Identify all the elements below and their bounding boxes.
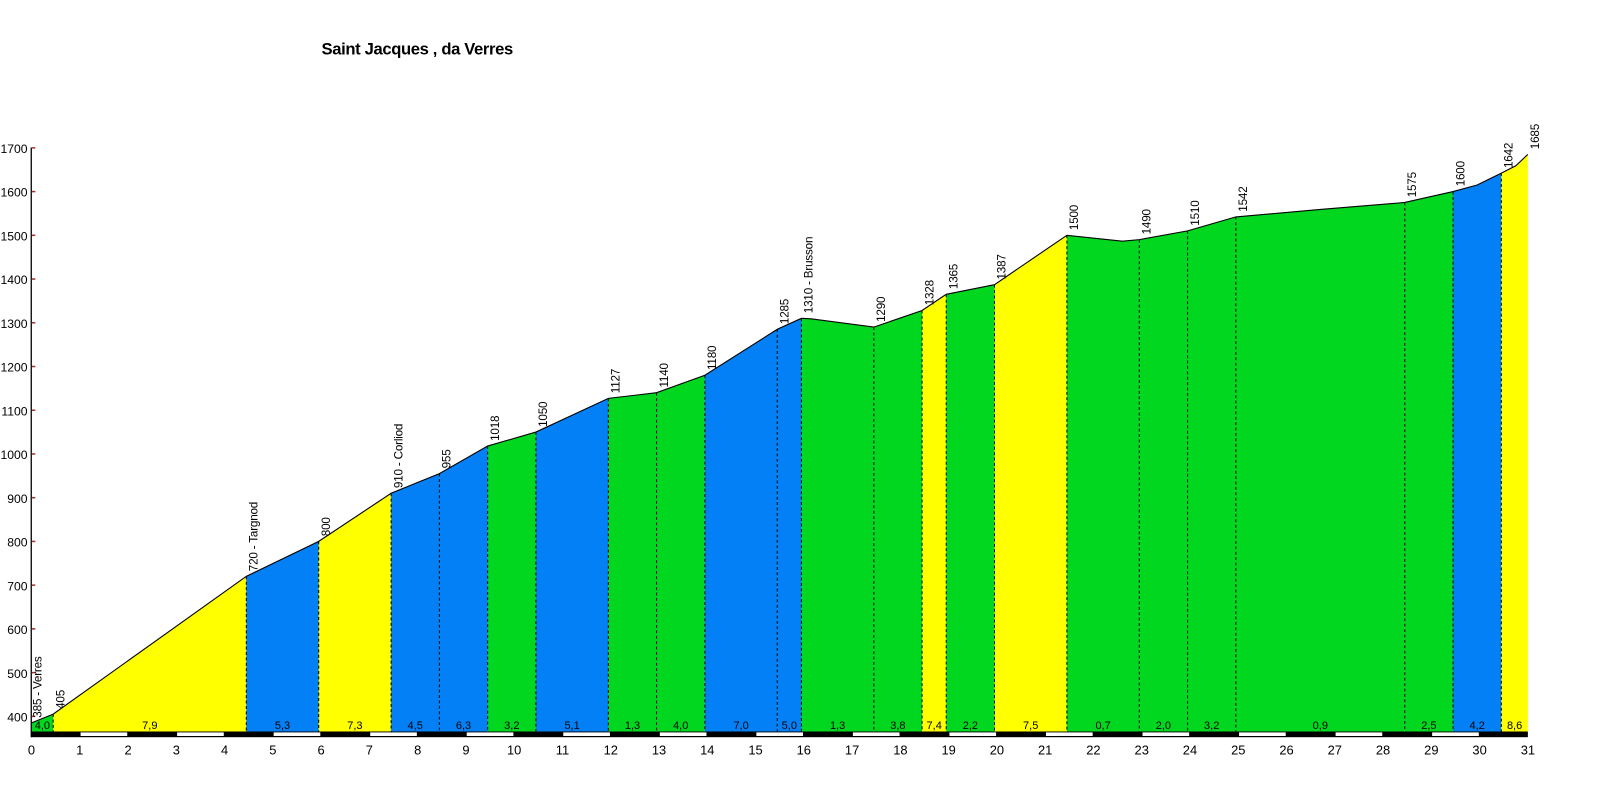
svg-text:1,3: 1,3 xyxy=(830,720,845,732)
svg-text:600: 600 xyxy=(7,623,28,637)
svg-text:27: 27 xyxy=(1328,743,1342,758)
svg-text:7,4: 7,4 xyxy=(927,720,942,732)
svg-text:0,7: 0,7 xyxy=(1095,720,1110,732)
svg-text:7,9: 7,9 xyxy=(142,720,157,732)
svg-text:16: 16 xyxy=(797,743,811,758)
svg-text:1050: 1050 xyxy=(537,401,550,427)
svg-text:9: 9 xyxy=(462,743,469,758)
svg-text:1290: 1290 xyxy=(875,296,888,322)
svg-text:1600: 1600 xyxy=(0,186,27,200)
svg-text:4: 4 xyxy=(221,743,228,758)
svg-text:5,3: 5,3 xyxy=(275,720,290,732)
svg-text:11: 11 xyxy=(556,743,569,758)
svg-text:0,9: 0,9 xyxy=(1313,720,1328,732)
svg-text:26: 26 xyxy=(1279,743,1293,758)
svg-text:1300: 1300 xyxy=(0,317,27,331)
svg-text:1600: 1600 xyxy=(1454,160,1467,186)
svg-text:1127: 1127 xyxy=(610,369,623,393)
svg-text:1642: 1642 xyxy=(1503,143,1516,168)
svg-text:1285: 1285 xyxy=(778,298,791,324)
svg-text:405: 405 xyxy=(54,689,67,709)
svg-text:8,6: 8,6 xyxy=(1507,720,1522,732)
svg-text:7: 7 xyxy=(366,743,373,758)
svg-text:2,0: 2,0 xyxy=(1156,720,1171,732)
svg-text:10: 10 xyxy=(507,743,521,758)
svg-text:8: 8 xyxy=(414,743,421,758)
svg-text:1490: 1490 xyxy=(1141,208,1154,234)
svg-text:24: 24 xyxy=(1183,743,1197,758)
svg-text:4,5: 4,5 xyxy=(408,720,423,732)
svg-text:15: 15 xyxy=(748,743,762,758)
svg-text:7,5: 7,5 xyxy=(1023,720,1038,732)
svg-text:Saint Jacques , da Verres: Saint Jacques , da Verres xyxy=(322,40,514,59)
svg-text:3,2: 3,2 xyxy=(1204,720,1219,732)
svg-text:5,1: 5,1 xyxy=(564,720,579,732)
svg-text:3: 3 xyxy=(173,743,180,758)
svg-text:1180: 1180 xyxy=(706,345,719,370)
svg-text:1310 - Brusson: 1310 - Brusson xyxy=(803,237,816,313)
svg-text:1365: 1365 xyxy=(947,263,960,289)
svg-text:5: 5 xyxy=(269,743,276,758)
svg-text:400: 400 xyxy=(7,711,28,725)
svg-text:1500: 1500 xyxy=(1068,204,1081,230)
svg-text:1510: 1510 xyxy=(1189,200,1202,226)
svg-text:1400: 1400 xyxy=(0,273,27,287)
svg-text:910 - Corliod: 910 - Corliod xyxy=(392,424,405,488)
svg-text:1387: 1387 xyxy=(996,254,1009,279)
svg-text:20: 20 xyxy=(990,743,1004,758)
svg-text:1,3: 1,3 xyxy=(625,720,640,732)
svg-text:25: 25 xyxy=(1231,743,1245,758)
svg-text:4,0: 4,0 xyxy=(673,720,688,732)
svg-text:6,3: 6,3 xyxy=(456,720,471,732)
svg-text:1500: 1500 xyxy=(0,229,27,243)
svg-text:21: 21 xyxy=(1038,743,1052,758)
svg-text:2,5: 2,5 xyxy=(1421,720,1436,732)
svg-text:31: 31 xyxy=(1521,743,1535,758)
svg-text:0: 0 xyxy=(28,743,35,758)
svg-text:5,0: 5,0 xyxy=(782,720,797,732)
svg-text:2,2: 2,2 xyxy=(963,720,978,732)
svg-text:12: 12 xyxy=(604,743,618,758)
svg-text:4,2: 4,2 xyxy=(1470,720,1485,732)
svg-text:7,3: 7,3 xyxy=(347,720,362,732)
svg-text:13: 13 xyxy=(652,743,666,758)
svg-text:800: 800 xyxy=(7,536,28,550)
svg-text:500: 500 xyxy=(7,667,28,681)
svg-text:14: 14 xyxy=(700,743,714,758)
svg-text:7,0: 7,0 xyxy=(733,720,748,732)
svg-text:18: 18 xyxy=(893,743,907,758)
svg-text:1018: 1018 xyxy=(489,416,502,441)
svg-text:23: 23 xyxy=(1135,743,1149,758)
svg-text:1200: 1200 xyxy=(0,361,27,375)
svg-text:1700: 1700 xyxy=(0,142,27,156)
svg-text:30: 30 xyxy=(1472,743,1486,758)
svg-text:1328: 1328 xyxy=(923,280,936,305)
svg-text:385 - Verres: 385 - Verres xyxy=(32,656,45,718)
svg-text:1542: 1542 xyxy=(1237,186,1250,211)
svg-text:800: 800 xyxy=(320,517,333,537)
svg-text:900: 900 xyxy=(7,492,28,506)
svg-text:22: 22 xyxy=(1086,743,1100,758)
svg-text:1140: 1140 xyxy=(658,362,671,387)
svg-text:1100: 1100 xyxy=(1,404,27,418)
svg-text:4,0: 4,0 xyxy=(35,720,50,732)
svg-text:1575: 1575 xyxy=(1406,171,1419,197)
svg-text:17: 17 xyxy=(845,743,859,758)
svg-text:1685: 1685 xyxy=(1529,123,1542,149)
svg-text:2: 2 xyxy=(124,743,131,758)
svg-text:1: 1 xyxy=(76,743,83,758)
svg-text:955: 955 xyxy=(441,449,454,469)
svg-text:19: 19 xyxy=(941,743,955,758)
svg-text:3,2: 3,2 xyxy=(504,720,519,732)
svg-text:29: 29 xyxy=(1424,743,1438,758)
svg-text:700: 700 xyxy=(7,579,28,593)
svg-text:6: 6 xyxy=(318,743,325,758)
svg-text:720 - Targnod: 720 - Targnod xyxy=(248,502,261,571)
svg-text:1000: 1000 xyxy=(0,448,27,462)
svg-text:3,8: 3,8 xyxy=(890,720,905,732)
svg-text:28: 28 xyxy=(1376,743,1390,758)
